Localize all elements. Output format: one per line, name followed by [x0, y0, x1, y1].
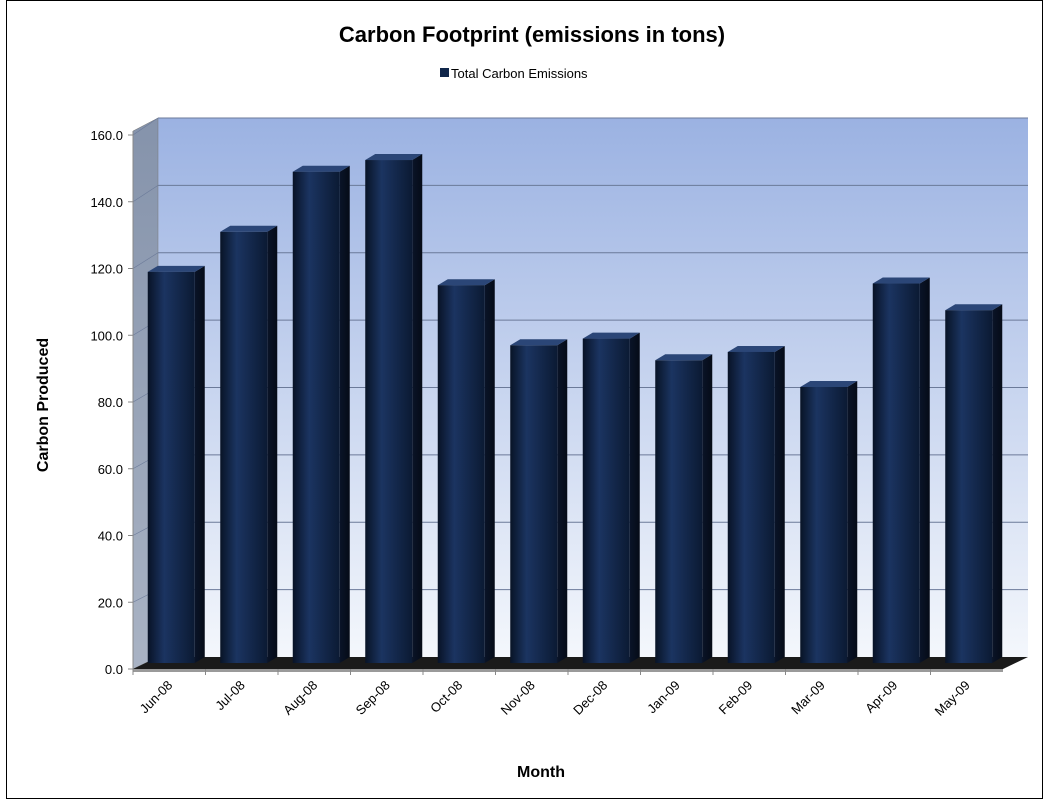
x-tick-label: Dec-08 — [570, 678, 610, 718]
bar-side — [194, 265, 205, 663]
bar — [220, 225, 278, 663]
bar-side — [919, 277, 930, 663]
bar — [510, 339, 568, 663]
bar-front — [437, 285, 485, 663]
x-axis-title: Month — [517, 764, 565, 781]
gridline-side — [132, 185, 159, 203]
bar-side — [267, 225, 278, 663]
bar — [872, 277, 930, 663]
bar-top — [437, 279, 495, 286]
bar-top — [147, 265, 205, 272]
x-tick-label: Apr-09 — [862, 678, 900, 716]
bar-top — [582, 332, 640, 339]
legend-swatch — [440, 68, 449, 77]
bar-front — [292, 171, 340, 663]
bar-front — [727, 351, 775, 663]
bar-top — [800, 380, 858, 387]
x-tick-label: Mar-09 — [788, 678, 828, 718]
legend: Total Carbon Emissions — [440, 66, 588, 81]
y-tick-label: 160.0 — [90, 128, 123, 143]
gridline-side — [132, 117, 159, 136]
bar-side — [629, 332, 640, 663]
gridline-side — [132, 252, 159, 269]
x-tick-label: Jun-08 — [137, 678, 176, 717]
chart-title: Carbon Footprint (emissions in tons) — [339, 22, 725, 47]
bar — [582, 332, 640, 663]
bar-side — [774, 345, 785, 663]
x-tick-label: Feb-09 — [716, 678, 756, 718]
y-tick-label: 20.0 — [98, 595, 123, 610]
bar-front — [872, 283, 920, 663]
bar — [292, 165, 350, 663]
bar-side — [992, 304, 1003, 663]
x-tick-label: Sep-08 — [353, 678, 393, 718]
bar-side — [847, 380, 858, 663]
bar — [365, 154, 423, 663]
bars — [147, 154, 1003, 663]
x-tick-label: Oct-08 — [427, 678, 465, 716]
bar-side — [339, 165, 350, 663]
x-tick-label: May-09 — [932, 678, 973, 719]
bar-front — [147, 271, 195, 663]
legend-label: Total Carbon Emissions — [451, 66, 588, 81]
x-tick-label: Jan-09 — [644, 678, 683, 717]
bar-top — [945, 304, 1003, 311]
bar-front — [800, 386, 848, 663]
bar-top — [872, 277, 930, 284]
y-tick-label: 60.0 — [98, 462, 123, 477]
bar-side — [412, 154, 423, 663]
bar — [655, 354, 713, 663]
y-axis-ticks: 0.0 20.0 40.0 60.0 80.0 100.0 120.0 140.0 160.0 — [90, 128, 133, 677]
x-axis-ticks: Jun-08 Jul-08 Aug-08 Sep-08 Oct-08 Nov-08 Dec-… — [132, 669, 973, 719]
bar-top — [292, 165, 350, 172]
y-tick-label: 100.0 — [90, 328, 123, 343]
bar-top — [510, 339, 568, 346]
bar-top — [365, 154, 423, 161]
x-tick-label: Jul-08 — [212, 678, 248, 714]
bar-front — [220, 231, 268, 663]
bar — [727, 345, 785, 663]
bar-front — [510, 345, 558, 663]
y-tick-label: 80.0 — [98, 395, 123, 410]
y-tick-label: 140.0 — [90, 195, 123, 210]
bar-front — [365, 160, 413, 663]
bar-top — [220, 225, 278, 232]
x-tick-label: Nov-08 — [498, 678, 538, 718]
bar-side — [484, 279, 495, 663]
y-tick-label: 40.0 — [98, 529, 123, 544]
y-tick-label: 120.0 — [90, 262, 123, 277]
bar-front — [655, 360, 703, 663]
bar-front — [582, 338, 630, 663]
bar-top — [727, 345, 785, 352]
bar — [147, 265, 205, 663]
x-tick-label: Aug-08 — [280, 678, 320, 718]
bar — [800, 380, 858, 663]
bar-top — [655, 354, 713, 361]
y-axis-title: Carbon Produced — [35, 338, 52, 472]
bar — [437, 279, 495, 663]
bar-front — [945, 310, 993, 663]
bar — [945, 304, 1003, 663]
bar-side — [557, 339, 568, 663]
bar-side — [702, 354, 713, 663]
y-tick-label: 0.0 — [105, 662, 123, 677]
